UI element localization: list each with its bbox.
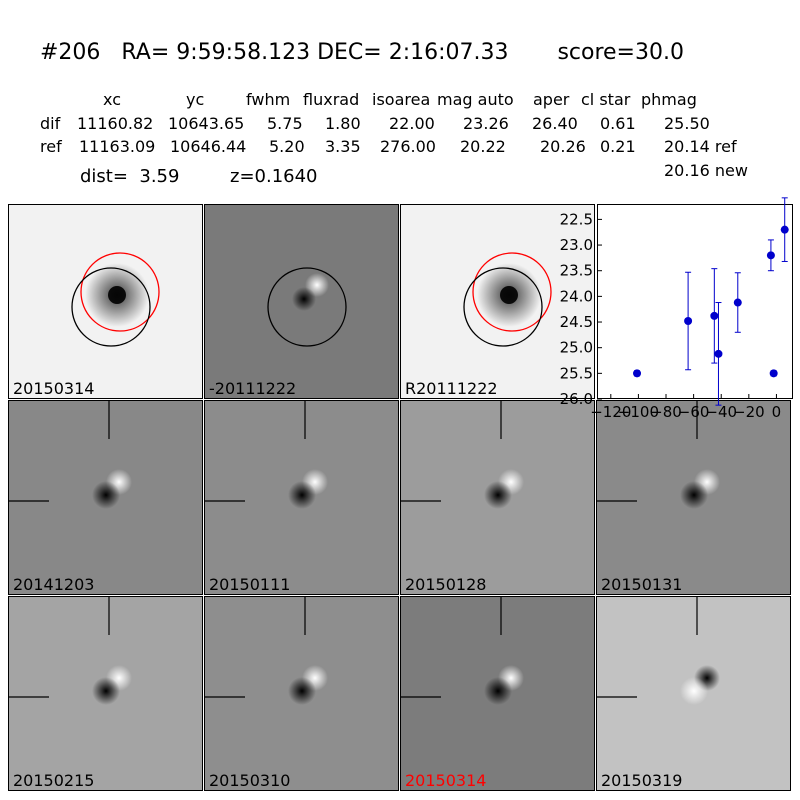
col-clstar: cl star [581,90,631,109]
stamp-date-label: 20141203 [13,575,95,594]
stamp-date-label: -20111222 [209,379,297,398]
stamp-date-label: R20111222 [405,379,498,398]
dist-value: dist= 3.59 [80,166,180,187]
y-tick-label: 26.0 [560,390,593,408]
col-isoarea: isoarea [372,90,431,109]
stamp-panel: 20150310 [204,596,399,791]
row-ref-label: ref [40,137,62,156]
y-tick-label: 24.0 [560,287,593,305]
row-ref-fwhm: 5.20 [269,137,305,156]
row-dif-fluxrad: 1.80 [325,114,361,133]
stamp-image [597,401,720,509]
x-tick-label: −80 [650,403,682,421]
row-ref-aper: 20.26 [540,137,586,156]
stamp-panel: 20150314 [400,596,595,791]
row-ref-clstar: 0.21 [600,137,636,156]
stamp-date-label: 20150131 [601,575,683,594]
stamp-image [401,597,524,705]
row-dif-yc: 10643.65 [168,114,245,133]
x-tick-label: −20 [733,403,765,421]
row-dif-isoarea: 22.00 [389,114,435,133]
stamp-panel: 20150319 [596,596,791,791]
data-point [633,369,642,378]
row-dif-phmag: 25.50 [664,114,710,133]
x-tick-label: −100 [618,403,659,421]
data-point [710,311,719,320]
row-dif-fwhm: 5.75 [267,114,303,133]
data-point [733,298,742,307]
stamp-date-label: 20150310 [209,771,291,790]
phmag-new: 20.16 new [664,161,748,180]
stamp-date-label: 20150215 [13,771,95,790]
col-aper: aper [533,90,570,109]
y-tick-label: 25.5 [560,364,593,382]
stamp-date-label: 20150128 [405,575,487,594]
stamp-panel: 20141203 [8,400,203,595]
data-point [684,317,693,325]
y-tick-label: 23.5 [560,262,593,280]
row-dif-clstar: 0.61 [600,114,636,133]
stamp-panel: R20111222 [400,204,595,399]
stamp-panel: 20150314 [8,204,203,399]
row-ref-fluxrad: 3.35 [325,137,361,156]
light-curve-chart: 22.5 23.0 23.5 24.0 24.5 25.0 25.5 26.0−120−100… [560,197,793,421]
data-point [780,225,789,234]
row-dif-aper: 26.40 [532,114,578,133]
row-ref-xc: 11163.09 [79,137,156,156]
stamp-image [71,252,160,347]
x-tick-label: −40 [705,403,737,421]
row-dif-magauto: 23.26 [463,114,509,133]
row-ref-isoarea: 276.00 [380,137,436,156]
col-phmag: phmag [641,90,697,109]
stamp-image [267,267,347,347]
row-dif-label: dif [40,114,61,133]
stamp-panel: 20150131 [596,400,791,595]
data-point [769,369,778,378]
stamp-image [205,401,328,509]
stamp-image [463,252,552,347]
y-tick-label: 24.5 [560,313,593,331]
stamp-panel: 20150128 [400,400,595,595]
chart-frame [597,204,793,399]
stamp-image [9,597,132,705]
redshift-value: z=0.1640 [230,166,318,187]
stamp-image [9,401,132,509]
x-tick-label: −120 [590,403,631,421]
data-point [766,251,775,260]
stamp-image [401,401,524,509]
stamp-date-label: 20150319 [601,771,683,790]
stamp-panel: 20150215 [8,596,203,791]
col-fluxrad: fluxrad [303,90,360,109]
stamp-image [597,597,720,705]
x-tick-label: −60 [678,403,710,421]
y-tick-label: 22.5 [560,210,593,228]
y-tick-label: 23.0 [560,236,593,254]
row-ref-yc: 10646.44 [170,137,247,156]
stamp-panel: 20150111 [204,400,399,595]
page-title: #206 RA= 9:59:58.123 DEC= 2:16:07.33 sco… [40,40,684,65]
stamp-date-label: 20150111 [209,575,291,594]
col-fwhm: fwhm [246,90,291,109]
stamp-image [205,597,328,705]
stamp-date-label: 20150314 [13,379,95,398]
col-yc: yc [186,90,205,109]
x-tick-label: 0 [772,403,782,421]
stamp-date-label: 20150314 [405,771,487,790]
col-xc: xc [103,90,121,109]
stamp-panel: -20111222 [204,204,399,399]
row-dif-xc: 11160.82 [77,114,154,133]
row-ref-phmag: 20.14 ref [664,137,737,156]
data-point [714,349,723,358]
col-magauto: mag auto [437,90,514,109]
row-ref-magauto: 20.22 [460,137,506,156]
y-tick-label: 25.0 [560,339,593,357]
